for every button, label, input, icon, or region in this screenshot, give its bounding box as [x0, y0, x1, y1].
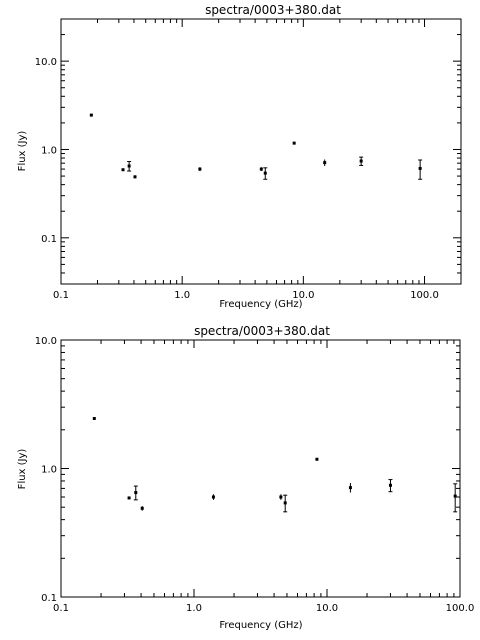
x-tick-label: 10.0	[316, 603, 338, 614]
chart-title: spectra/0003+380.dat	[205, 3, 341, 17]
data-point	[388, 479, 393, 493]
y-tick-label: 1.0	[41, 465, 57, 476]
chart-top: spectra/0003+380.dat 0.1 1.0 10.0 100.0 0.1…	[17, 3, 462, 310]
point-marker	[292, 141, 296, 145]
plot-frame	[60, 18, 462, 285]
point-marker	[140, 506, 144, 510]
plot-frame	[60, 339, 461, 598]
y-tick-label: 1.0	[41, 145, 57, 156]
data-point	[259, 167, 263, 172]
x-axis: 0.1 1.0 10.0 100.0	[53, 19, 462, 301]
data-point	[92, 416, 96, 420]
data-point	[279, 494, 283, 500]
point-marker	[348, 486, 352, 490]
point-marker	[315, 457, 319, 461]
data-point	[127, 496, 131, 500]
chart-bottom: spectra/0003+380.dat 0.1 1.0 10.0 100.0 0.1…	[17, 324, 474, 631]
y-axis-label: Flux (Jy)	[17, 449, 28, 490]
point-marker	[263, 171, 267, 175]
data-point	[453, 483, 458, 513]
point-marker	[453, 494, 457, 498]
y-tick-label: 10.0	[35, 336, 57, 347]
x-tick-label: 10.0	[292, 290, 314, 301]
data-point	[323, 159, 327, 167]
y-tick-label: 10.0	[35, 57, 57, 68]
data-point	[127, 161, 132, 172]
y-axis: 0.1 1.0 10.0	[35, 336, 460, 604]
data-points	[92, 416, 458, 513]
point-marker	[279, 495, 283, 499]
x-tick-label: 1.0	[174, 290, 190, 301]
data-point	[198, 167, 202, 172]
data-point	[133, 175, 137, 179]
y-tick-label: 0.1	[41, 593, 57, 604]
point-marker	[323, 161, 327, 165]
x-axis-label: Frequency (GHz)	[219, 620, 302, 631]
y-tick-label: 0.1	[41, 234, 57, 245]
x-axis-label: Frequency (GHz)	[219, 299, 302, 310]
point-marker	[127, 496, 131, 500]
data-point	[292, 141, 296, 145]
point-marker	[89, 113, 93, 117]
data-point	[359, 156, 364, 166]
point-marker	[283, 501, 287, 505]
x-tick-label: 100.0	[446, 603, 475, 614]
point-marker	[127, 164, 131, 168]
y-axis: 0.1 1.0 10.0	[35, 18, 461, 285]
data-point	[121, 168, 125, 172]
point-marker	[134, 491, 138, 495]
x-tick-label: 100.0	[410, 290, 439, 301]
x-tick-label: 1.0	[186, 603, 202, 614]
y-axis-label: Flux (Jy)	[17, 131, 28, 172]
x-tick-label: 0.1	[53, 290, 69, 301]
data-point	[283, 494, 288, 513]
data-point	[348, 483, 352, 493]
x-tick-label: 0.1	[53, 603, 69, 614]
point-marker	[259, 167, 263, 171]
point-marker	[418, 166, 422, 170]
point-marker	[198, 167, 202, 171]
chart-title: spectra/0003+380.dat	[194, 324, 330, 338]
data-points	[89, 113, 423, 180]
data-point	[263, 167, 268, 180]
x-axis: 0.1 1.0 10.0 100.0	[53, 340, 474, 614]
data-point	[211, 494, 215, 500]
data-point	[418, 159, 423, 180]
point-marker	[211, 495, 215, 499]
point-marker	[359, 159, 363, 163]
data-point	[89, 113, 93, 117]
data-point	[140, 506, 144, 511]
point-marker	[388, 483, 392, 487]
data-point	[133, 485, 138, 501]
point-marker	[92, 416, 96, 420]
point-marker	[121, 168, 125, 172]
point-marker	[133, 175, 137, 179]
data-point	[315, 457, 319, 461]
